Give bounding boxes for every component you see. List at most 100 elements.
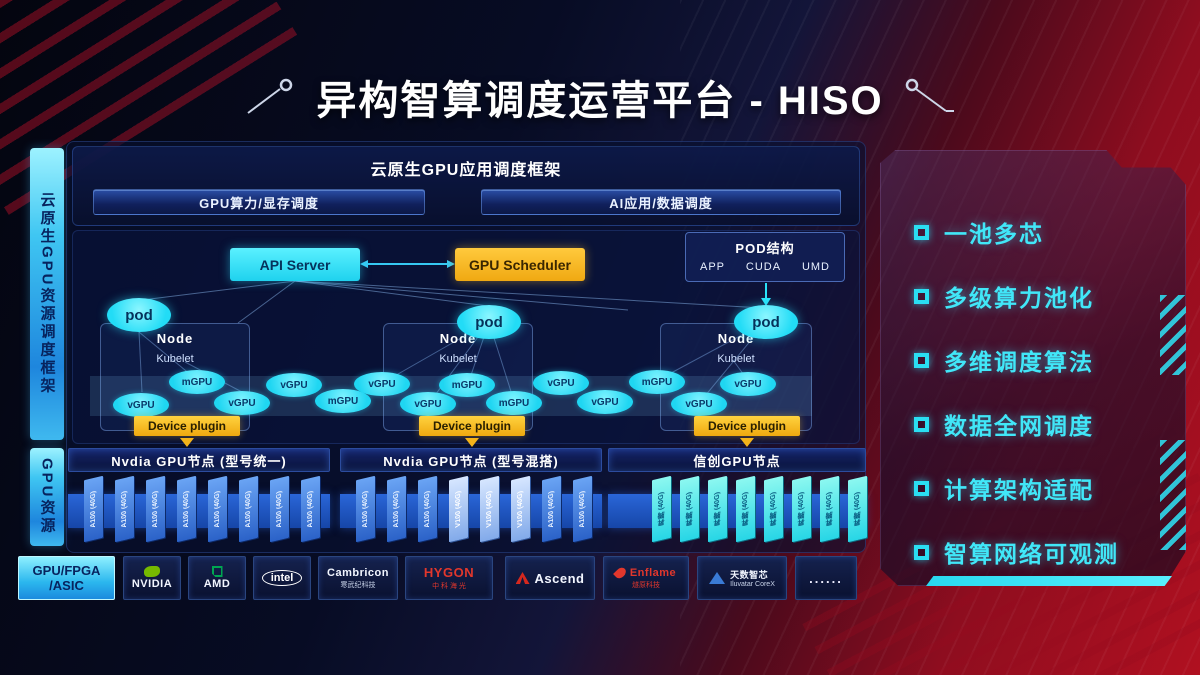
- gpu-compute-scheduling-button[interactable]: GPU算力/显存调度: [93, 189, 425, 215]
- gpu-card: 昇腾 (40G): [792, 475, 811, 543]
- vendor-intel: intel: [253, 556, 311, 600]
- square-bullet-icon: [914, 224, 929, 240]
- vendor-hygon: HYGON 中 科 海 光: [405, 556, 493, 600]
- gpu-card: V100 (40G): [480, 475, 499, 543]
- gpu-card: V100 (40G): [449, 475, 468, 543]
- gpu-card: A100 (40G): [387, 475, 406, 543]
- feature-item: 多级算力池化: [880, 264, 1186, 328]
- gpu-card: A100 (40G): [573, 475, 592, 543]
- sidebar-framework-bar: 云原生GPU资源调度框架: [30, 148, 64, 440]
- gpu-card: A100 (40G): [115, 475, 134, 543]
- gpu-card: A100 (40G): [146, 475, 165, 543]
- api-server-box: API Server: [230, 248, 360, 281]
- gpu-slice-ellipse: vGPU: [577, 390, 633, 414]
- pod-ellipse-3: pod: [734, 305, 798, 339]
- down-arrow-icon: [740, 438, 754, 447]
- feature-item: 一池多芯: [880, 200, 1186, 264]
- sidebar-framework-label: 云原生GPU资源调度框架: [38, 192, 56, 396]
- gpu-card: A100 (40G): [177, 475, 196, 543]
- gpu-card: A100 (40G): [84, 475, 103, 543]
- gpu-slice-ellipse: vGPU: [400, 392, 456, 416]
- square-bullet-icon: [914, 288, 929, 304]
- device-plugin-box-2: Device plugin: [419, 416, 525, 436]
- gpu-cards-group-3: 昇腾 (40G) 昇腾 (40G) 昇腾 (40G) 昇腾 (40G) 昇腾 (…: [608, 474, 867, 550]
- gpu-card: 昇腾 (40G): [736, 475, 755, 543]
- gpu-card: A100 (40G): [301, 475, 320, 543]
- node-title: Node: [156, 331, 194, 346]
- gpu-card: 昇腾 (40G): [652, 475, 671, 543]
- vendor-cambricon: Cambricon 寒武纪科技: [318, 556, 398, 600]
- vendor-ascend: Ascend: [505, 556, 595, 600]
- gpu-slice-ellipse: mGPU: [169, 370, 225, 394]
- gpu-card-rail: [340, 494, 602, 528]
- vendor-iluvatar: 天数智芯 Iluvatar CoreX: [697, 556, 787, 600]
- circuit-decoration-right: [905, 78, 954, 112]
- gpu-card-rail: [68, 494, 330, 528]
- pod-ellipse-1: pod: [107, 298, 171, 332]
- gpu-group-header-xinchuang: 信创GPU节点: [608, 448, 866, 472]
- hardware-category-line2: /ASIC: [49, 578, 84, 593]
- gpu-slice-ellipse: vGPU: [720, 372, 776, 396]
- enflame-logo-icon: [612, 565, 628, 580]
- sidebar-gpu-resource-bar: GPU资源: [30, 448, 64, 546]
- vendor-amd: AMD: [188, 556, 246, 600]
- square-bullet-icon: [914, 352, 929, 368]
- ai-data-scheduling-button[interactable]: AI应用/数据调度: [481, 189, 841, 215]
- app-scheduling-title: 云原生GPU应用调度框架: [370, 162, 562, 179]
- header: 异构智算调度运营平台 - HISO: [0, 68, 1200, 126]
- gpu-slice-ellipse: vGPU: [533, 371, 589, 395]
- gpu-cards-group-2: A100 (40G) A100 (40G) A100 (40G) V100 (4…: [340, 474, 602, 550]
- hatch-stripes-decoration: [1160, 295, 1186, 375]
- page-title: 异构智算调度运营平台 - HISO: [316, 79, 884, 123]
- intel-logo-icon: intel: [261, 570, 303, 586]
- gpu-card: 昇腾 (40G): [764, 475, 783, 543]
- feature-item: 数据全网调度: [880, 392, 1186, 456]
- feature-item: 智算网络可观测: [880, 520, 1186, 584]
- gpu-card: 昇腾 (40G): [680, 475, 699, 543]
- kubelet-label: Kubelet: [156, 353, 194, 365]
- square-bullet-icon: [914, 544, 929, 560]
- gpu-card: A100 (40G): [239, 475, 258, 543]
- gpu-group-header-mixed: Nvdia GPU节点 (型号混搭): [340, 448, 602, 472]
- gpu-slice-ellipse: vGPU: [113, 393, 169, 417]
- square-bullet-icon: [914, 416, 929, 432]
- gpu-slice-ellipse: vGPU: [214, 391, 270, 415]
- vendor-more: ......: [795, 556, 857, 600]
- hatch-stripes-decoration: [1160, 440, 1186, 550]
- pod-ellipse-2: pod: [457, 305, 521, 339]
- pod-structure-box: POD结构 APP CUDA UMD: [685, 232, 845, 282]
- vendor-nvidia: NVIDIA: [123, 556, 181, 600]
- hardware-category-box: GPU/FPGA /ASIC: [18, 556, 115, 600]
- vendor-enflame: Enflame 燧原科技: [603, 556, 689, 600]
- gpu-card: 昇腾 (40G): [820, 475, 839, 543]
- gpu-slice-ellipse: vGPU: [266, 373, 322, 397]
- gpu-card: A100 (40G): [356, 475, 375, 543]
- gpu-card: 昇腾 (40G): [708, 475, 727, 543]
- gpu-card: A100 (40G): [418, 475, 437, 543]
- pod-structure-title: POD结构: [735, 241, 795, 256]
- gpu-slice-ellipse: vGPU: [671, 392, 727, 416]
- pod-structure-item-cuda: CUDA: [745, 261, 782, 273]
- gpu-card: 昇腾 (40G): [848, 475, 867, 543]
- gpu-group-header-uniform: Nvdia GPU节点 (型号统一): [68, 448, 330, 472]
- kubelet-label: Kubelet: [439, 353, 477, 365]
- ascend-logo-icon: [515, 572, 530, 584]
- gpu-card: A100 (40G): [542, 475, 561, 543]
- pod-structure-item-app: APP: [700, 261, 726, 273]
- feature-item: 多维调度算法: [880, 328, 1186, 392]
- hardware-category-line1: GPU/FPGA: [32, 563, 101, 578]
- gpu-slice-ellipse: mGPU: [439, 373, 495, 397]
- device-plugin-box-3: Device plugin: [694, 416, 800, 436]
- iluvatar-logo-icon: [709, 572, 726, 584]
- gpu-slice-ellipse: mGPU: [629, 370, 685, 394]
- feature-panel: 一池多芯 多级算力池化 多维调度算法 数据全网调度 计算架构适配 智算网络可观测: [880, 150, 1186, 586]
- gpu-card: V100 (40G): [511, 475, 530, 543]
- kubelet-label: Kubelet: [717, 353, 755, 365]
- down-arrow-icon: [180, 438, 194, 447]
- gpu-card: A100 (40G): [270, 475, 289, 543]
- down-arrow-icon: [465, 438, 479, 447]
- gpu-cards-group-1: A100 (40G) A100 (40G) A100 (40G) A100 (4…: [68, 474, 330, 550]
- pod-structure-item-umd: UMD: [801, 261, 830, 273]
- circuit-decoration-left: [247, 78, 293, 114]
- nvidia-logo-icon: [144, 566, 160, 577]
